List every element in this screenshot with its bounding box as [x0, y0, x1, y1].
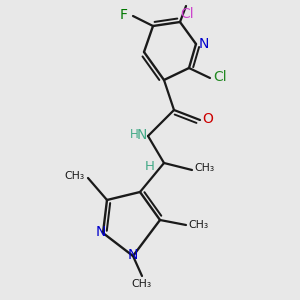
- Text: F: F: [120, 8, 128, 22]
- Text: H: H: [145, 160, 155, 173]
- Text: N: N: [137, 128, 147, 142]
- Text: CH₃: CH₃: [131, 279, 151, 289]
- Text: Cl: Cl: [180, 7, 194, 21]
- Text: O: O: [202, 112, 213, 126]
- Text: N: N: [128, 248, 138, 262]
- Text: N: N: [199, 37, 209, 51]
- Text: CH₃: CH₃: [194, 163, 214, 173]
- Text: H: H: [130, 128, 138, 142]
- Text: CH₃: CH₃: [188, 220, 208, 230]
- Text: Cl: Cl: [213, 70, 227, 84]
- Text: CH₃: CH₃: [64, 171, 84, 181]
- Text: N: N: [96, 225, 106, 239]
